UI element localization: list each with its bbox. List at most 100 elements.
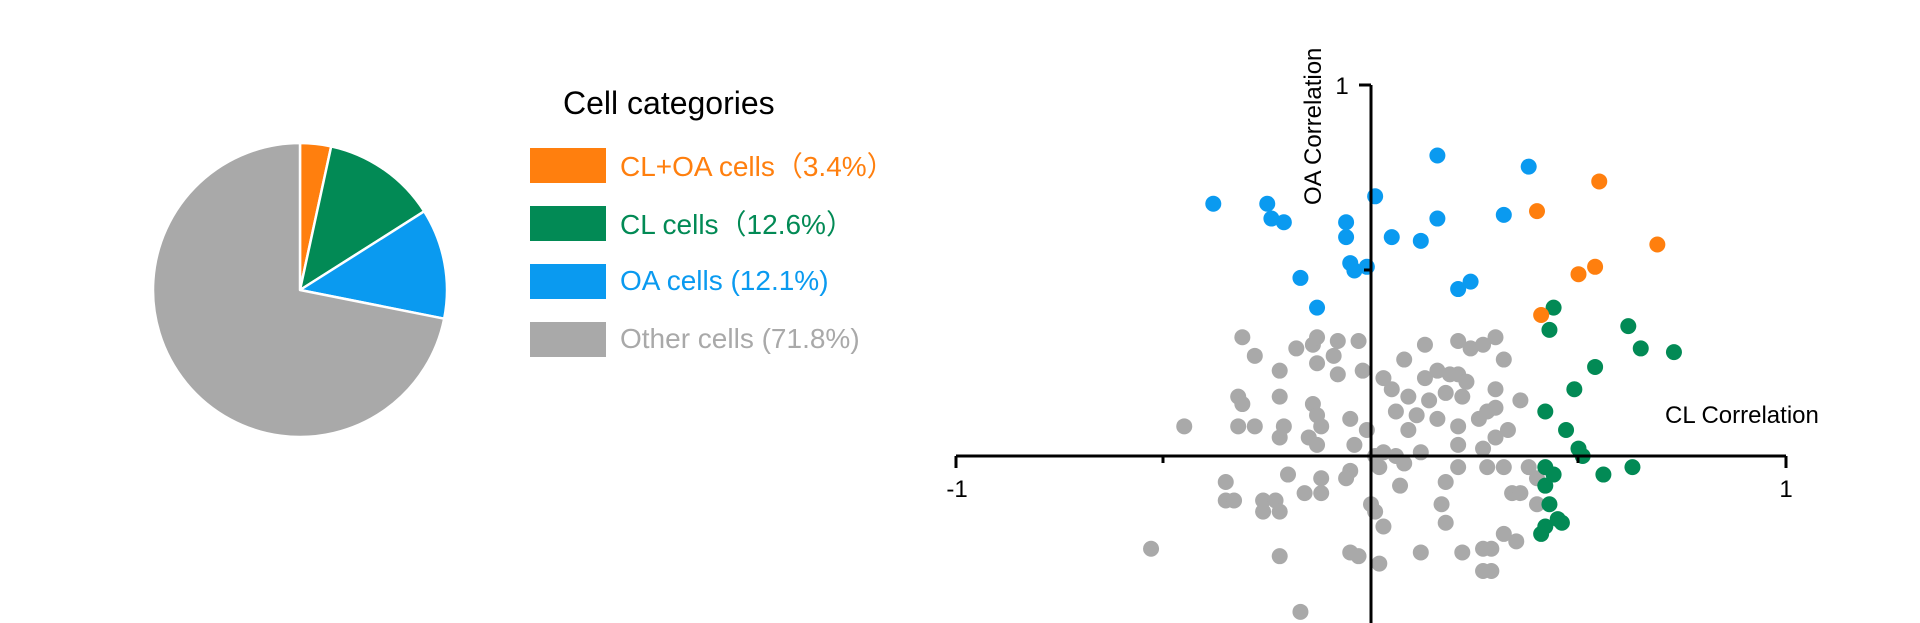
scatter-point-oa xyxy=(1338,229,1355,246)
scatter-point-other xyxy=(1450,418,1467,435)
scatter-point-other xyxy=(1371,555,1388,572)
scatter-point-other xyxy=(1499,422,1516,439)
scatter-point-cl xyxy=(1624,459,1641,476)
scatter-point-other xyxy=(1495,525,1512,542)
scatter-point-other xyxy=(1329,366,1346,383)
scatter-point-other xyxy=(1255,503,1272,520)
scatter-point-other xyxy=(1288,340,1305,357)
scatter-point-cl xyxy=(1553,514,1570,531)
scatter-point-oa xyxy=(1263,210,1280,227)
scatter-point-other xyxy=(1392,477,1409,494)
scatter-point-other xyxy=(1429,362,1446,379)
scatter-point-other xyxy=(1450,436,1467,453)
scatter-point-other xyxy=(1354,362,1371,379)
legend-item-cl-oa: CL+OA cells（3.4%） xyxy=(530,146,895,184)
scatter-point-cl xyxy=(1533,525,1550,542)
scatter-point-other xyxy=(1313,418,1330,435)
scatter-point-other xyxy=(1512,392,1529,409)
scatter-point-other xyxy=(1483,540,1500,557)
scatter-point-other xyxy=(1396,455,1413,472)
scatter-point-other xyxy=(1454,388,1471,405)
scatter-point-cl-oa xyxy=(1649,236,1666,253)
scatter-point-other xyxy=(1495,459,1512,476)
legend-item-other: Other cells (71.8%) xyxy=(530,320,895,358)
scatter-point-other xyxy=(1408,407,1425,424)
scatter-point-other xyxy=(1475,440,1492,457)
scatter-point-other xyxy=(1487,429,1504,446)
scatter-point-other xyxy=(1387,403,1404,420)
scatter-point-cl xyxy=(1587,358,1604,375)
scatter-point-other xyxy=(1396,351,1413,368)
scatter-point-other xyxy=(1325,347,1342,364)
scatter-point-other xyxy=(1292,603,1309,620)
scatter-point-oa xyxy=(1259,195,1276,212)
scatter-point-cl xyxy=(1632,340,1649,357)
scatter-point-cl xyxy=(1595,466,1612,483)
scatter-point-other xyxy=(1255,492,1272,509)
scatter-point-other xyxy=(1512,485,1529,502)
legend-title: Cell categories xyxy=(563,85,775,121)
scatter-point-other xyxy=(1271,429,1288,446)
scatter-point-oa xyxy=(1292,269,1309,286)
scatter-point-cl xyxy=(1541,321,1558,338)
scatter-point-other xyxy=(1280,466,1296,483)
scatter-points xyxy=(1143,147,1682,620)
scatter-point-other xyxy=(1495,351,1512,368)
scatter-point-other xyxy=(1230,418,1247,435)
scatter-point-other xyxy=(1383,381,1400,398)
scatter-point-other xyxy=(1234,329,1251,346)
scatter-point-other xyxy=(1346,436,1363,453)
y-axis-label: OA Correlation xyxy=(1300,48,1327,205)
legend-swatch-oa xyxy=(530,263,606,299)
scatter-point-other xyxy=(1479,459,1496,476)
legend-swatch-cl xyxy=(530,205,606,241)
scatter-point-other xyxy=(1454,544,1471,561)
scatter-point-other xyxy=(1487,399,1504,416)
scatter-point-oa xyxy=(1412,232,1429,249)
scatter-point-other xyxy=(1313,470,1330,487)
scatter-point-other xyxy=(1437,473,1454,490)
y-tick-label-max: 1 xyxy=(1335,73,1348,100)
scatter-point-other xyxy=(1375,518,1392,535)
scatter-point-oa xyxy=(1338,214,1355,231)
scatter-point-other xyxy=(1234,396,1251,413)
scatter-point-cl xyxy=(1537,403,1554,420)
scatter-point-cl xyxy=(1541,496,1558,513)
scatter-point-cl xyxy=(1665,344,1682,361)
scatter-point-other xyxy=(1487,381,1504,398)
scatter-point-oa xyxy=(1429,210,1446,227)
scatter-point-other xyxy=(1246,418,1263,435)
scatter-point-other xyxy=(1143,540,1160,557)
pie-slice-cl xyxy=(298,145,426,292)
scatter-point-other xyxy=(1450,332,1467,349)
scatter-point-other xyxy=(1217,473,1234,490)
scatter-point-oa xyxy=(1462,273,1479,290)
scatter-point-cl xyxy=(1545,299,1562,316)
scatter-point-cl-oa xyxy=(1529,203,1545,220)
x-axis-label: CL Correlation xyxy=(1665,402,1819,429)
scatter-point-other xyxy=(1529,496,1545,513)
legend-label-cl-oa: CL+OA cells（3.4%） xyxy=(620,151,895,182)
x-tick-label-min: -1 xyxy=(946,476,967,503)
x-tick-label-max: 1 xyxy=(1779,476,1792,503)
scatter-point-oa xyxy=(1346,262,1363,279)
scatter-point-other xyxy=(1400,422,1417,439)
legend-item-cl: CL cells（12.6%） xyxy=(530,204,895,242)
scatter-point-other xyxy=(1433,496,1450,513)
scatter-point-cl-oa xyxy=(1533,307,1550,324)
legend-label-oa: OA cells (12.1%) xyxy=(620,265,829,296)
scatter-point-oa xyxy=(1275,214,1292,231)
scatter-point-other xyxy=(1296,485,1313,502)
scatter-point-cl xyxy=(1620,318,1637,335)
scatter-point-oa xyxy=(1309,299,1326,316)
scatter-point-other xyxy=(1375,370,1392,387)
legend-swatch-cl-oa xyxy=(530,147,606,183)
scatter-point-cl-oa xyxy=(1570,266,1587,283)
pie-chart-svg xyxy=(151,141,449,439)
scatter-point-other xyxy=(1421,392,1438,409)
scatter-point-cl xyxy=(1537,477,1554,494)
legend-label-other: Other cells (71.8%) xyxy=(620,323,860,354)
scatter-point-other xyxy=(1475,336,1492,353)
scatter-point-other xyxy=(1329,332,1346,349)
